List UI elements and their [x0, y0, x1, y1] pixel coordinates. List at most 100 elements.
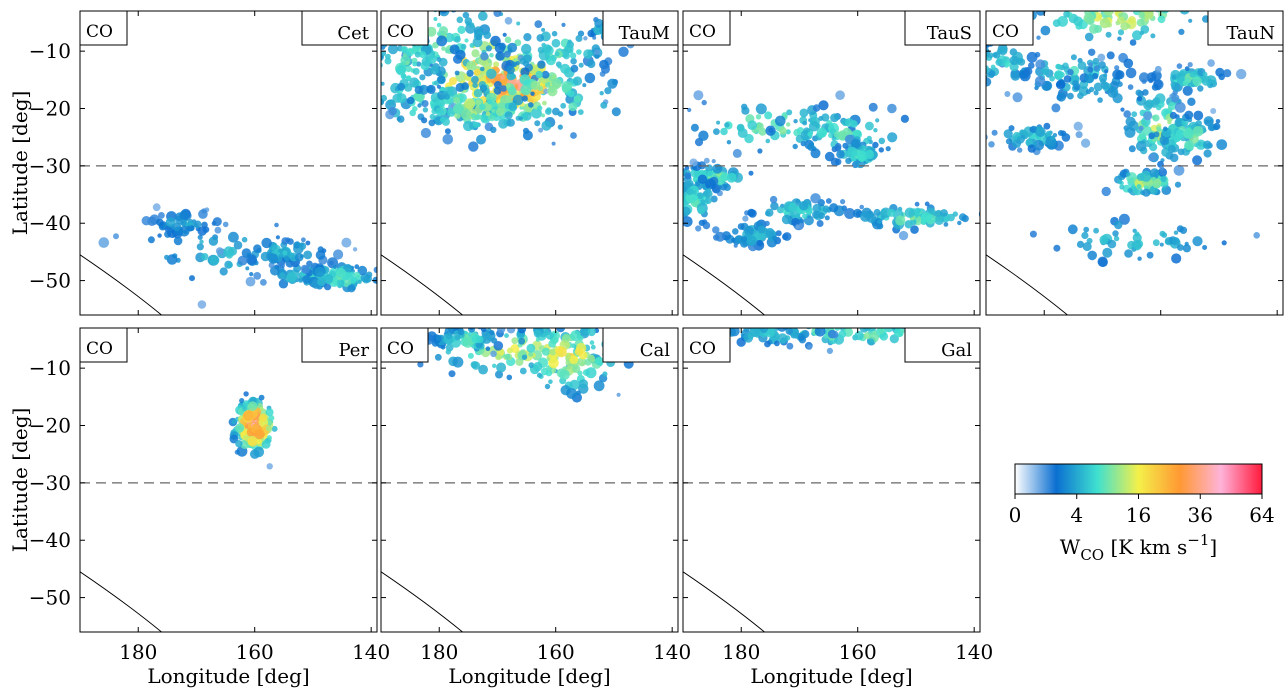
emission-blob: [464, 98, 476, 110]
emission-blob: [1163, 0, 1171, 4]
emission-blob: [695, 225, 702, 232]
emission-blob: [821, 113, 830, 122]
emission-blob: [1176, 63, 1183, 69]
emission-blob: [113, 233, 119, 240]
emission-blob: [1127, 188, 1133, 194]
emission-blob: [1146, 251, 1154, 259]
emission-blob: [284, 256, 290, 262]
emission-blob: [737, 128, 748, 138]
emission-blob: [259, 413, 267, 422]
emission-blob: [607, 78, 618, 89]
emission-blob: [998, 46, 1008, 56]
emission-blob: [405, 60, 410, 66]
emission-blob: [921, 212, 932, 223]
emission-blob: [475, 99, 482, 106]
emission-blob: [233, 240, 243, 250]
emission-blob: [576, 390, 581, 396]
emission-blob: [388, 107, 397, 116]
emission-blob: [1174, 117, 1185, 128]
emission-blob: [1093, 90, 1099, 96]
emission-blob: [537, 105, 543, 111]
emission-blob: [1187, 62, 1193, 68]
emission-blob: [1107, 239, 1117, 249]
emission-blob: [467, 352, 474, 359]
emission-blob: [795, 224, 800, 229]
emission-blob: [1159, 242, 1164, 247]
emission-blob: [266, 252, 275, 261]
emission-blob: [1112, 69, 1123, 80]
emission-blob: [799, 218, 805, 224]
panel-frame: [79, 10, 378, 316]
emission-blob: [253, 244, 262, 253]
emission-blob: [712, 163, 723, 174]
emission-blob: [452, 356, 464, 368]
tracer-label: CO: [992, 22, 1019, 42]
emission-blob: [1143, 11, 1154, 20]
emission-blob: [1184, 110, 1194, 120]
emission-blob: [1035, 127, 1043, 134]
emission-blob: [1106, 51, 1115, 60]
emission-blob: [373, 266, 377, 273]
emission-blob: [1152, 114, 1160, 122]
emission-blob: [729, 328, 740, 337]
emission-blob: [1171, 94, 1180, 103]
emission-blob: [687, 107, 692, 113]
emission-blob: [1040, 25, 1051, 36]
emission-map: [80, 391, 278, 632]
emission-blob: [777, 328, 787, 332]
emission-blob: [290, 259, 298, 267]
emission-blob: [471, 113, 477, 119]
emission-blob: [782, 232, 792, 241]
x-tick-label: 180: [722, 640, 760, 664]
emission-blob: [189, 225, 195, 231]
emission-blob: [969, 54, 977, 62]
emission-blob: [198, 209, 208, 219]
emission-blob: [274, 222, 279, 228]
emission-blob: [460, 109, 472, 120]
emission-blob: [1117, 16, 1125, 24]
emission-blob: [1161, 232, 1168, 238]
emission-blob: [421, 100, 429, 108]
emission-blob: [460, 43, 467, 50]
emission-blob: [541, 27, 546, 32]
emission-blob: [435, 107, 445, 116]
emission-blob: [830, 113, 839, 123]
emission-blob: [231, 419, 237, 425]
emission-blob: [302, 275, 311, 284]
emission-blob: [972, 47, 979, 54]
emission-blob: [967, 67, 972, 72]
panel-taun: CO TauN: [967, 0, 1284, 316]
emission-blob: [422, 107, 429, 113]
emission-blob: [566, 388, 577, 399]
y-tick-label: −40: [29, 528, 71, 552]
emission-blob: [1053, 244, 1061, 252]
emission-blob: [820, 132, 826, 138]
emission-blob: [769, 195, 778, 204]
emission-blob: [518, 337, 526, 345]
emission-blob: [1049, 75, 1055, 82]
emission-blob: [584, 72, 596, 84]
emission-blob: [503, 50, 511, 58]
emission-blob: [825, 198, 832, 204]
emission-blob: [1223, 69, 1232, 78]
panel-frame: [79, 327, 378, 633]
emission-blob: [574, 347, 584, 356]
emission-blob: [1170, 82, 1176, 87]
emission-blob: [1173, 230, 1179, 235]
emission-blob: [1163, 126, 1168, 132]
emission-blob: [1189, 71, 1196, 78]
emission-blob: [554, 311, 564, 321]
emission-blob: [351, 104, 357, 110]
emission-blob: [180, 220, 187, 227]
emission-blob: [561, 81, 573, 92]
emission-blob: [494, 81, 502, 89]
emission-blob: [1184, 66, 1190, 71]
emission-blob: [572, 76, 583, 86]
emission-blob: [480, 76, 486, 83]
emission-blob: [1136, 184, 1142, 190]
emission-blob: [1160, 175, 1167, 182]
emission-blob: [569, 52, 577, 59]
emission-blob: [381, 98, 385, 106]
emission-blob: [765, 227, 775, 237]
tracer-label: CO: [387, 339, 414, 359]
